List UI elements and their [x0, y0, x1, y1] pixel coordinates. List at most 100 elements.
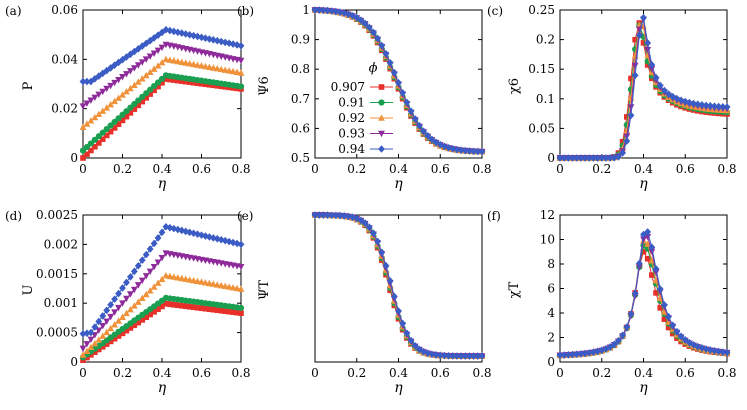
- data-point: [632, 36, 638, 43]
- series-0.94: [311, 6, 486, 156]
- data-point: [143, 314, 149, 321]
- data-point: [474, 147, 482, 156]
- data-point: [142, 56, 150, 63]
- data-point: [432, 351, 440, 359]
- data-point: [311, 6, 319, 14]
- data-point: [123, 113, 130, 120]
- data-point: [470, 147, 478, 156]
- data-point: [225, 67, 233, 74]
- series-0.907: [80, 300, 244, 364]
- data-point: [92, 349, 98, 355]
- data-point: [115, 76, 122, 84]
- series-line-0.93: [314, 214, 482, 357]
- data-point: [332, 7, 340, 16]
- data-point: [92, 143, 98, 150]
- data-point: [96, 346, 102, 353]
- data-point: [103, 85, 111, 93]
- data-point: [151, 87, 157, 94]
- data-point: [606, 343, 614, 351]
- data-point: [711, 347, 718, 355]
- x-tick-label: 0.6: [431, 162, 450, 176]
- data-point: [119, 300, 126, 307]
- data-point: [378, 248, 386, 257]
- data-point: [194, 80, 201, 87]
- data-point: [648, 61, 656, 69]
- data-point: [606, 154, 614, 162]
- y-tick-label: 0.02: [51, 102, 78, 116]
- legend-marker: [378, 145, 385, 153]
- x-tick-label: 0.8: [231, 366, 250, 380]
- data-point: [640, 13, 647, 22]
- data-point: [174, 274, 182, 281]
- data-point: [560, 154, 568, 162]
- data-point: [182, 59, 190, 66]
- data-point: [690, 99, 697, 108]
- data-point: [640, 236, 647, 243]
- data-point: [233, 68, 241, 75]
- data-point: [103, 66, 111, 75]
- data-point: [229, 67, 237, 75]
- panel-2: 0 0.2 0.4 0.6 0.80.50.60.70.80.91ηΨ6(b)ϕ0.90…: [237, 3, 492, 192]
- data-point: [99, 88, 107, 96]
- data-point: [656, 285, 664, 293]
- series-0.92: [556, 237, 731, 359]
- data-point: [127, 291, 134, 298]
- data-point: [560, 351, 568, 359]
- data-point: [407, 336, 415, 345]
- data-point: [209, 36, 217, 44]
- x-tick-label: 0: [556, 366, 564, 380]
- data-point: [146, 36, 154, 45]
- data-point: [415, 121, 423, 130]
- y-tick-label: 0.04: [51, 52, 78, 66]
- data-point: [382, 261, 390, 270]
- data-point: [644, 228, 652, 236]
- data-point: [95, 133, 102, 140]
- data-point: [167, 76, 173, 83]
- data-point: [202, 232, 209, 240]
- data-point: [178, 58, 186, 65]
- series-0.907: [312, 212, 485, 359]
- data-point: [198, 278, 205, 285]
- x-axis-label: η: [394, 380, 403, 396]
- x-tick-label: 0.8: [472, 366, 491, 380]
- y-tick-label: 10: [540, 233, 555, 247]
- data-point: [652, 265, 660, 273]
- data-point: [386, 277, 394, 285]
- data-point: [615, 152, 622, 161]
- data-point: [210, 306, 217, 313]
- data-point: [602, 154, 610, 162]
- y-tick-label: 0: [70, 355, 78, 369]
- data-point: [178, 274, 186, 282]
- data-point: [445, 352, 452, 360]
- data-point: [150, 50, 158, 57]
- data-point: [158, 44, 166, 52]
- x-tick-label: 0.6: [192, 162, 211, 176]
- legend-entry-label: 0.93: [338, 127, 365, 141]
- x-tick-label: 0.4: [389, 162, 408, 176]
- data-point: [130, 302, 138, 309]
- data-point: [138, 294, 146, 302]
- x-tick-label: 0.8: [717, 366, 736, 380]
- data-point: [119, 91, 126, 98]
- series-line-0.907: [314, 214, 482, 357]
- x-tick-label: 0: [79, 366, 87, 380]
- data-point: [103, 328, 111, 336]
- data-point: [186, 79, 193, 85]
- x-tick-label: 0.8: [231, 162, 250, 176]
- data-point: [83, 341, 91, 348]
- data-point: [107, 64, 115, 72]
- data-point: [146, 68, 154, 76]
- data-point: [631, 289, 639, 298]
- legend-entry-label: 0.92: [338, 111, 365, 125]
- data-point: [225, 283, 233, 290]
- data-point: [150, 264, 158, 271]
- data-point: [88, 147, 94, 154]
- data-point: [657, 305, 663, 311]
- data-point: [221, 66, 229, 73]
- plot-frame: [314, 214, 483, 363]
- data-point: [186, 30, 194, 39]
- data-point: [623, 323, 631, 331]
- data-point: [150, 283, 158, 290]
- data-point: [374, 34, 382, 43]
